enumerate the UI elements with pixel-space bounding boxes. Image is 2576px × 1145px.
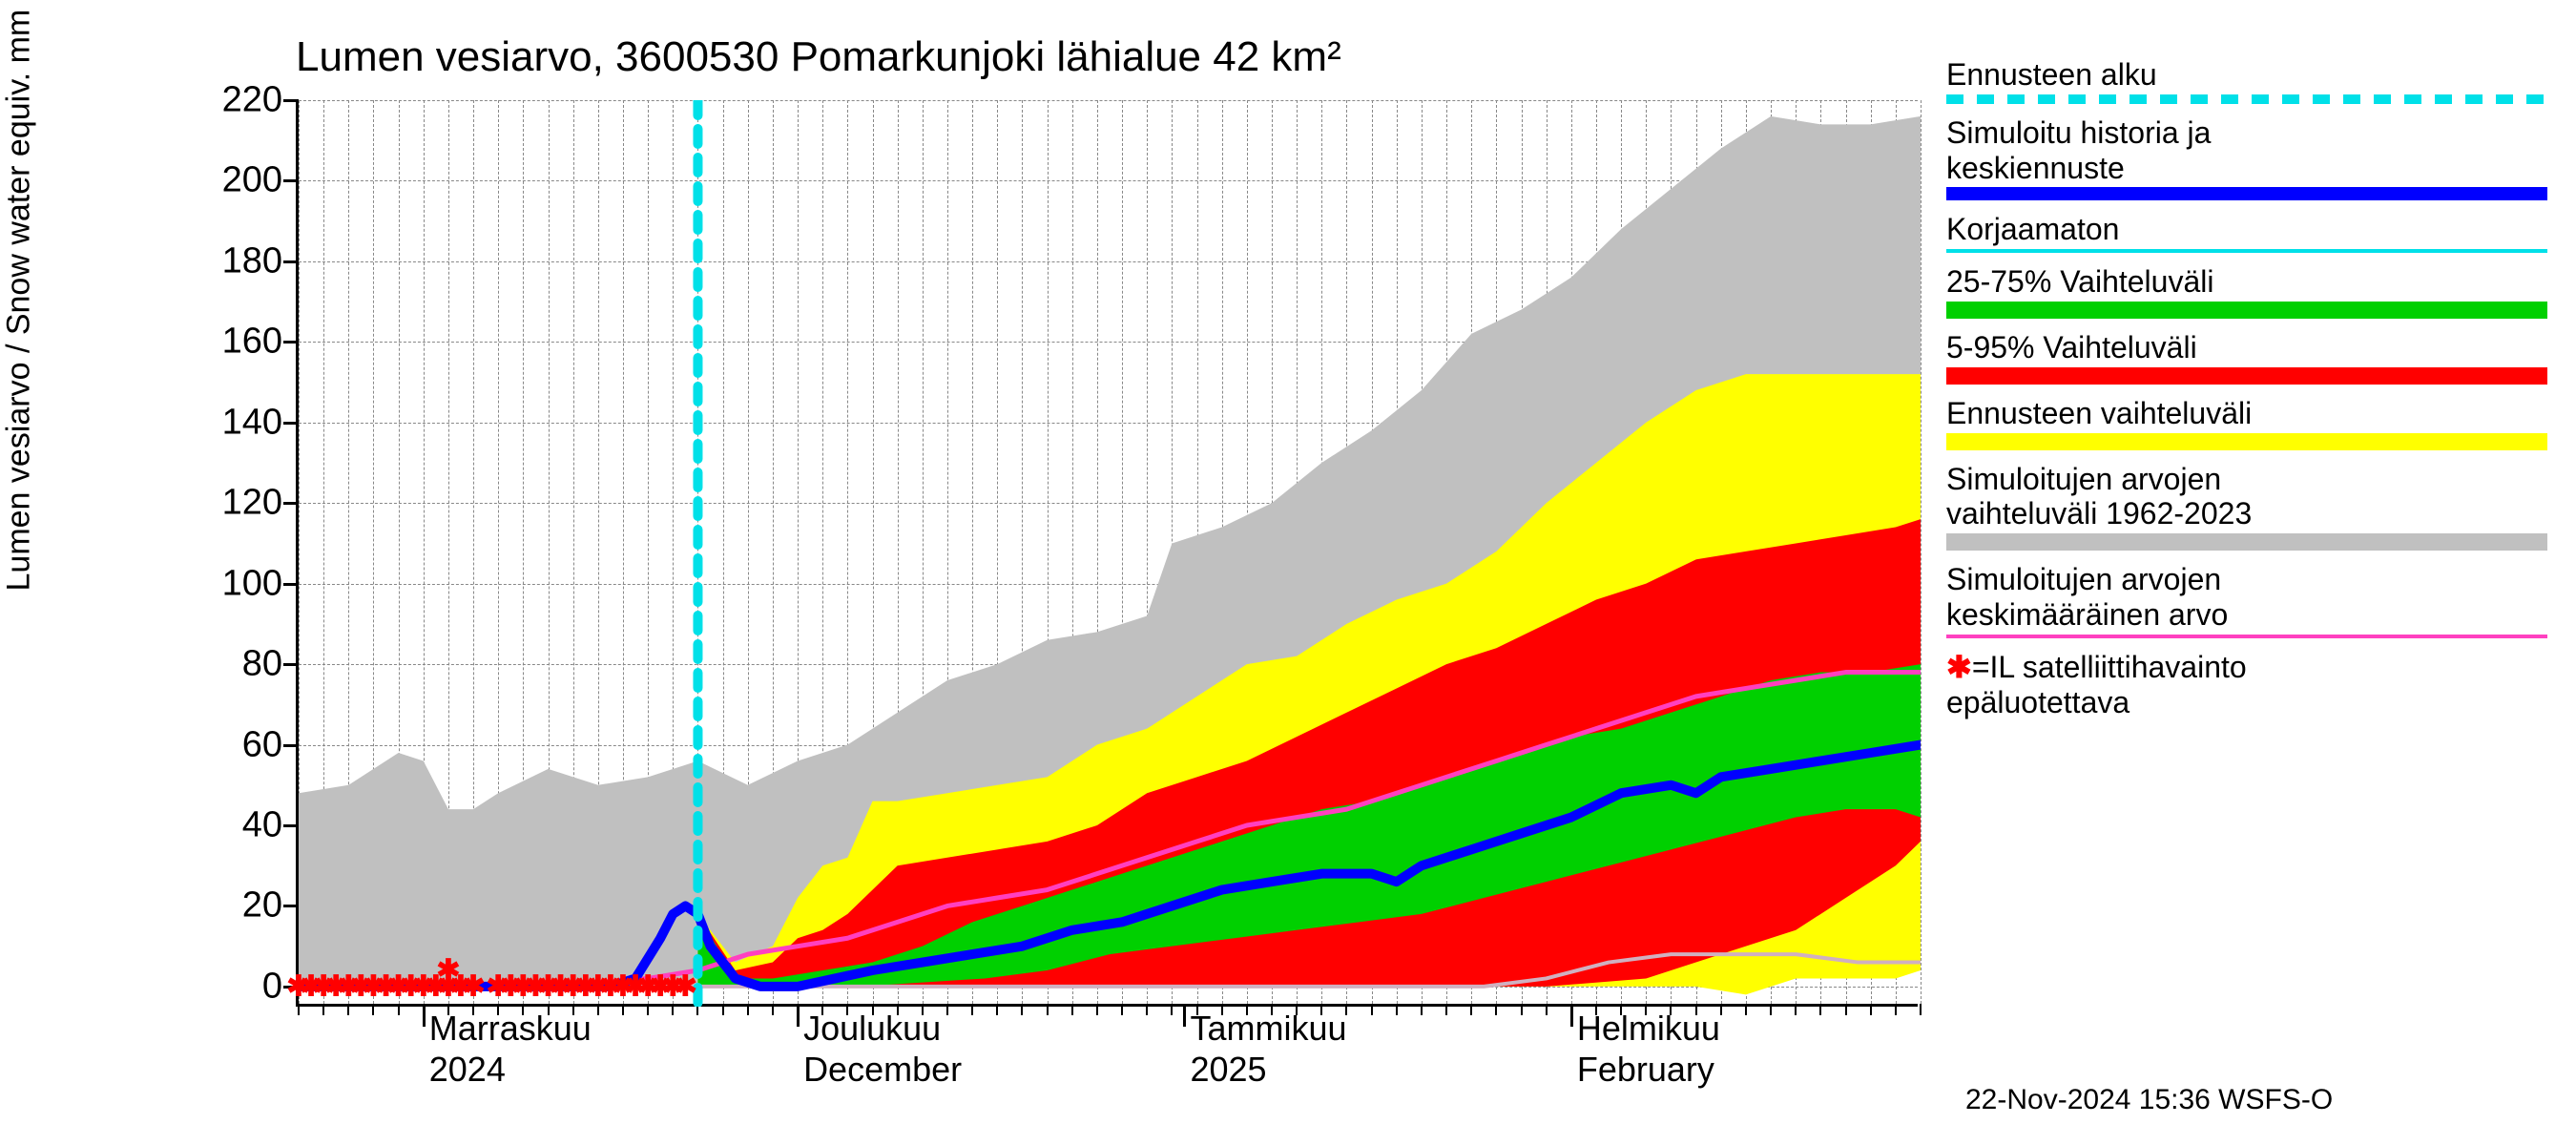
- legend-item: Korjaamaton: [1946, 212, 2547, 253]
- legend-text: Ennusteen alku: [1946, 57, 2547, 93]
- legend-marker-icon: ✱: [1946, 650, 1972, 684]
- legend-text: Simuloitujen arvojenkeskimääräinen arvo: [1946, 562, 2547, 633]
- legend-swatch: [1946, 635, 2547, 638]
- x-axis-label: HelmikuuFebruary: [1577, 1008, 1720, 1090]
- x-major-tick: [423, 1004, 426, 1027]
- y-tick: [283, 422, 299, 425]
- y-tick: [283, 502, 299, 505]
- x-axis-label: JoulukuuDecember: [803, 1008, 962, 1090]
- y-tick: [283, 583, 299, 586]
- legend-swatch: [1946, 94, 2547, 104]
- x-major-tick: [1183, 1004, 1186, 1027]
- y-tick-label: 80: [187, 644, 282, 685]
- legend-swatch: [1946, 533, 2547, 551]
- legend-text: 5-95% Vaihteluväli: [1946, 330, 2547, 365]
- legend-item: 5-95% Vaihteluväli: [1946, 330, 2547, 385]
- footer-timestamp: 22-Nov-2024 15:36 WSFS-O: [1965, 1084, 2333, 1116]
- y-tick-label: 0: [187, 966, 282, 1007]
- y-tick-label: 40: [187, 805, 282, 846]
- y-tick-label: 160: [187, 322, 282, 363]
- y-tick: [283, 260, 299, 263]
- y-tick-label: 100: [187, 563, 282, 604]
- legend-item: Simuloitu historia jakeskiennuste: [1946, 115, 2547, 201]
- legend-item: Ennusteen alku: [1946, 57, 2547, 104]
- legend-swatch: [1946, 187, 2547, 200]
- legend-swatch: [1946, 302, 2547, 319]
- x-major-tick: [1570, 1004, 1573, 1027]
- series-svg: [299, 100, 1921, 1007]
- satellite-marker: ✱: [674, 969, 697, 1003]
- legend-swatch: [1946, 367, 2547, 385]
- y-axis-label: Lumen vesiarvo / Snow water equiv. mm: [1, 10, 38, 592]
- legend-item: ✱=IL satelliittihavaintoepäluotettava: [1946, 650, 2547, 720]
- grid-line-vertical: [1921, 100, 1922, 1004]
- x-axis-label: Marraskuu2024: [429, 1008, 592, 1090]
- legend: Ennusteen alku Simuloitu historia jakeski…: [1946, 57, 2547, 731]
- satellite-marker: ✱: [461, 969, 485, 1003]
- y-tick: [283, 179, 299, 182]
- x-major-tick: [797, 1004, 800, 1027]
- legend-text: ✱=IL satelliittihavaintoepäluotettava: [1946, 650, 2547, 720]
- legend-text: Korjaamaton: [1946, 212, 2547, 247]
- legend-swatch: [1946, 249, 2547, 253]
- legend-swatch: [1946, 433, 2547, 450]
- y-tick: [283, 905, 299, 907]
- legend-text: Simuloitujen arvojenvaihteluväli 1962-20…: [1946, 462, 2547, 532]
- chart-title: Lumen vesiarvo, 3600530 Pomarkunjoki läh…: [296, 33, 1341, 81]
- legend-item: Ennusteen vaihteluväli: [1946, 396, 2547, 450]
- y-tick: [283, 663, 299, 666]
- y-tick-label: 20: [187, 885, 282, 926]
- legend-item: Simuloitujen arvojenkeskimääräinen arvo: [1946, 562, 2547, 638]
- x-axis-label: Tammikuu2025: [1190, 1008, 1346, 1090]
- y-tick-label: 180: [187, 240, 282, 281]
- satellite-marker: ✱: [436, 954, 460, 988]
- legend-item: Simuloitujen arvojenvaihteluväli 1962-20…: [1946, 462, 2547, 552]
- legend-text: Simuloitu historia jakeskiennuste: [1946, 115, 2547, 186]
- y-tick-label: 220: [187, 80, 282, 121]
- y-tick: [283, 99, 299, 102]
- legend-text: 25-75% Vaihteluväli: [1946, 264, 2547, 300]
- y-tick-label: 200: [187, 160, 282, 201]
- y-tick-label: 140: [187, 402, 282, 443]
- legend-item: 25-75% Vaihteluväli: [1946, 264, 2547, 319]
- y-tick-label: 120: [187, 483, 282, 524]
- y-tick: [283, 744, 299, 747]
- y-tick: [283, 824, 299, 827]
- plot-area: 020406080100120140160180200220Marraskuu2…: [296, 100, 1918, 1007]
- chart-container: Lumen vesiarvo / Snow water equiv. mm Lu…: [0, 0, 2576, 1145]
- y-tick: [283, 341, 299, 344]
- legend-text: Ennusteen vaihteluväli: [1946, 396, 2547, 431]
- y-tick-label: 60: [187, 724, 282, 765]
